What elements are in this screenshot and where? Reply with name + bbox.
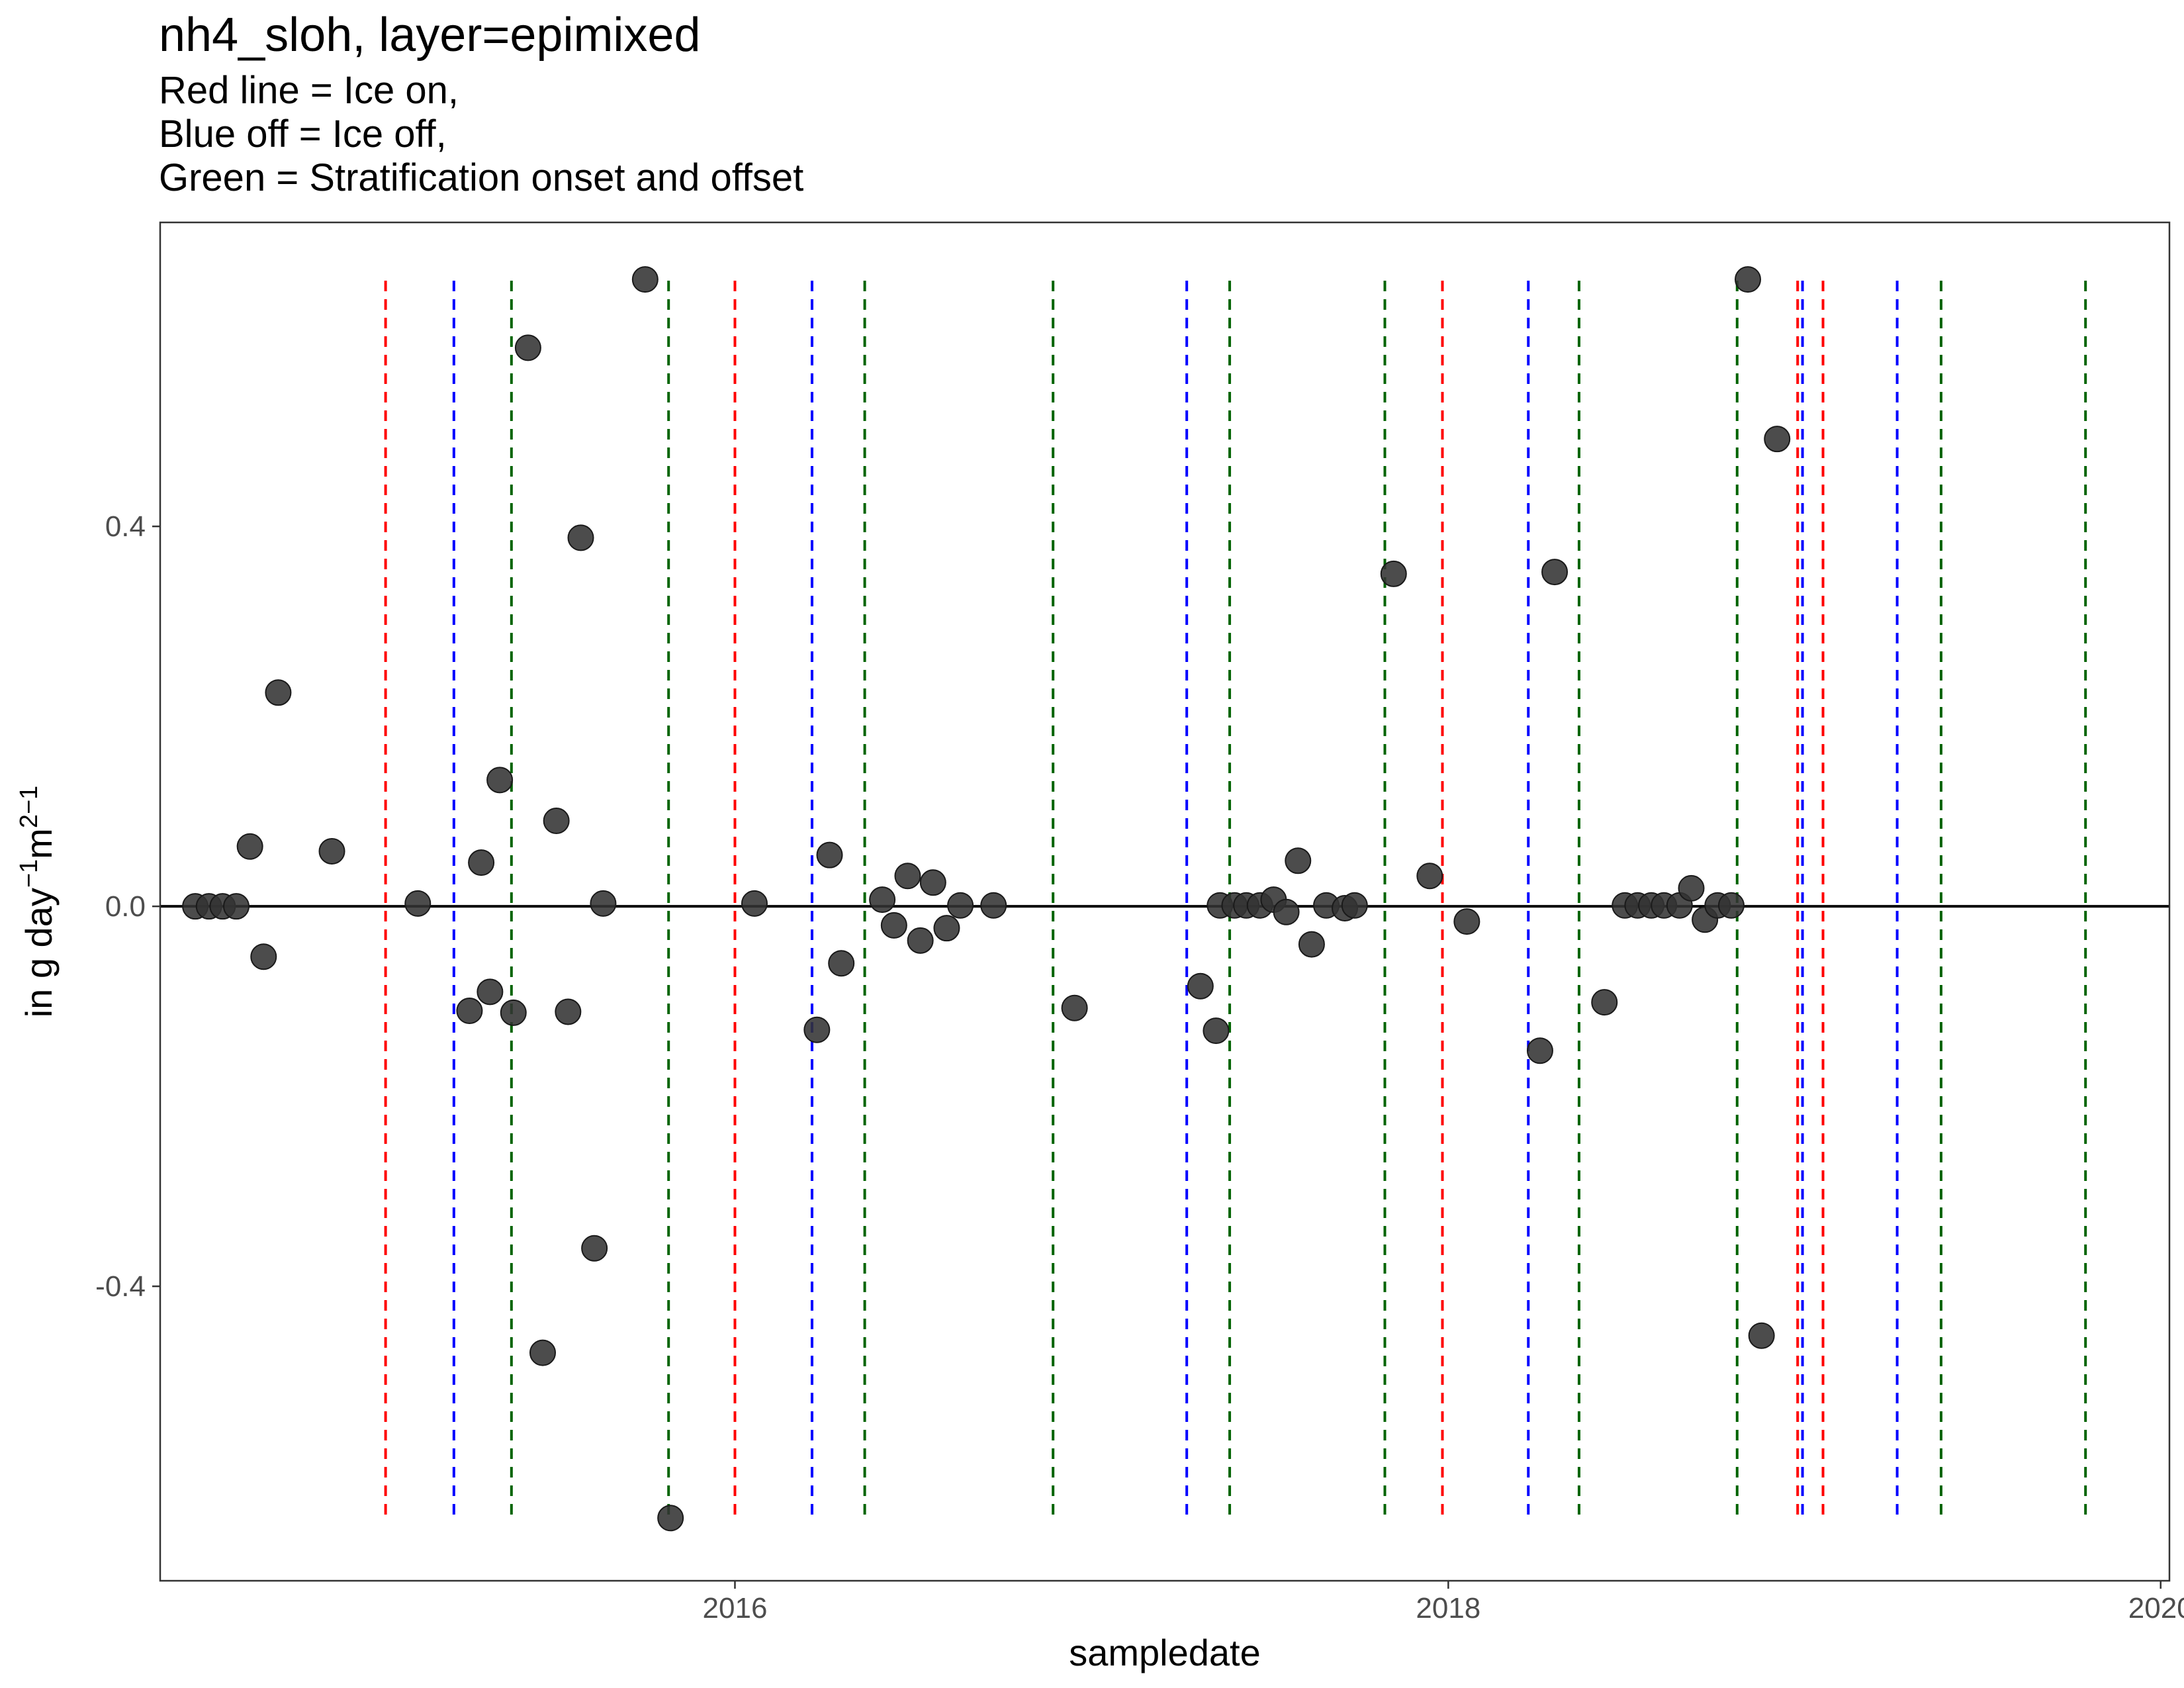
data-point	[816, 841, 843, 868]
data-point	[803, 1016, 831, 1043]
data-point	[907, 927, 934, 954]
data-point	[250, 943, 277, 970]
y-axis: -0.4 0.0 0.4	[95, 510, 160, 1303]
data-point	[1273, 898, 1300, 925]
x-tick-label: 2020	[2128, 1592, 2184, 1624]
data-point	[947, 892, 974, 919]
data-point	[590, 890, 617, 917]
x-axis: 2016 2018 2020	[703, 1581, 2184, 1624]
data-point	[468, 849, 495, 876]
data-point	[894, 863, 921, 890]
data-point	[500, 999, 527, 1026]
data-point	[1203, 1017, 1230, 1045]
data-point	[529, 1339, 557, 1366]
data-point	[404, 890, 432, 917]
data-point	[456, 998, 483, 1025]
data-point	[1061, 994, 1088, 1021]
data-point	[1453, 908, 1480, 935]
data-point	[1416, 863, 1443, 890]
data-point	[1764, 426, 1791, 453]
data-point	[1735, 266, 1762, 293]
data-point	[1285, 847, 1312, 874]
data-point	[477, 978, 504, 1006]
data-point	[1187, 972, 1214, 1000]
data-point	[486, 767, 514, 794]
data-point	[567, 524, 594, 551]
data-point	[1341, 892, 1368, 919]
data-point	[223, 893, 250, 920]
y-tick-label: 0.0	[105, 890, 146, 923]
data-point	[828, 950, 855, 977]
data-point	[1526, 1037, 1553, 1064]
chart-subtitle-line-2: Blue off = Ice off,	[159, 113, 447, 156]
chart-title: nh4_sloh, layer=epimixed	[159, 9, 701, 62]
data-point	[880, 912, 907, 939]
data-point	[1748, 1322, 1775, 1349]
data-point	[1678, 874, 1705, 902]
data-point	[1298, 931, 1325, 958]
data-point	[741, 890, 768, 917]
y-tick-label: 0.4	[105, 510, 146, 543]
chart-subtitle-line-1: Red line = Ice on,	[159, 69, 459, 112]
data-point	[265, 679, 292, 706]
data-point	[555, 998, 582, 1025]
data-point	[236, 833, 263, 860]
x-tick-label: 2018	[1416, 1592, 1480, 1624]
plot-panel-border	[159, 221, 2171, 1582]
chart-subtitle-line-3: Green = Stratification onset and offset	[159, 156, 804, 199]
x-tick-label: 2016	[703, 1592, 768, 1624]
data-point	[318, 837, 345, 865]
data-point	[933, 915, 960, 942]
y-tick-label: -0.4	[95, 1270, 146, 1303]
data-point	[1541, 559, 1569, 586]
data-point	[869, 886, 896, 914]
data-point	[581, 1235, 608, 1262]
data-point	[543, 808, 570, 835]
points-layer	[182, 266, 1791, 1532]
data-point	[1591, 989, 1618, 1016]
data-point	[514, 334, 541, 361]
y-axis-title: in g day−1m2−1	[15, 786, 60, 1018]
data-point	[919, 869, 946, 896]
data-point	[1717, 892, 1745, 919]
data-point	[1380, 560, 1407, 587]
x-axis-title: sampledate	[1069, 1632, 1261, 1673]
data-point	[657, 1505, 684, 1532]
data-point	[980, 892, 1007, 919]
data-point	[631, 266, 659, 293]
